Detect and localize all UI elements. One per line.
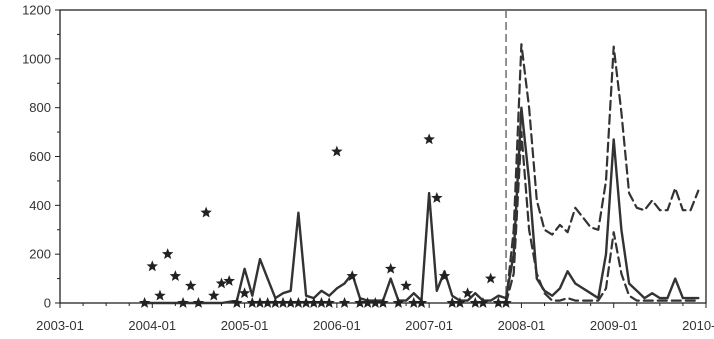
x-tick-label: 2007-01 xyxy=(405,318,453,333)
star-point xyxy=(384,262,397,274)
star-point xyxy=(431,192,443,203)
star-point xyxy=(215,277,228,289)
star-point xyxy=(169,270,182,281)
x-tick-label: 2008-01 xyxy=(498,318,546,333)
y-tick-label: 800 xyxy=(29,100,51,115)
star-point xyxy=(500,297,512,308)
star-point xyxy=(369,297,382,308)
marker-layer xyxy=(138,133,512,308)
star-point xyxy=(192,297,205,308)
star-point xyxy=(346,270,358,281)
star-point xyxy=(146,260,158,272)
star-point xyxy=(415,297,428,308)
star-point xyxy=(254,297,266,308)
star-point xyxy=(246,297,258,308)
star-point xyxy=(392,297,405,308)
y-tick-label: 1000 xyxy=(22,51,51,66)
dashed-series-line-1 xyxy=(504,43,700,305)
star-point xyxy=(300,297,312,308)
star-point xyxy=(238,287,251,299)
star-point xyxy=(285,297,297,308)
y-axis: 0 200 400 600 800 1000 1200 xyxy=(22,3,60,311)
solid-series-line-0 xyxy=(143,106,700,305)
star-point xyxy=(423,133,435,145)
star-point xyxy=(492,297,505,308)
y-tick-label: 600 xyxy=(29,149,51,164)
star-point xyxy=(484,272,497,284)
star-point xyxy=(223,275,235,286)
star-point xyxy=(308,297,320,308)
star-point xyxy=(446,297,458,308)
dashed-series-line-2 xyxy=(504,131,700,305)
star-point xyxy=(315,297,328,308)
star-point xyxy=(292,297,305,308)
y-tick-label: 0 xyxy=(44,296,51,311)
x-tick-label: 2009-01 xyxy=(590,318,638,333)
x-tick-label: 2010-01 xyxy=(682,318,714,333)
star-point xyxy=(261,297,274,308)
star-point xyxy=(323,297,335,308)
y-tick-label: 200 xyxy=(29,247,51,262)
star-point xyxy=(361,297,374,308)
star-point xyxy=(377,297,389,308)
y-tick-label: 1200 xyxy=(22,3,51,18)
star-point xyxy=(331,145,343,157)
y-tick-label: 400 xyxy=(29,198,51,213)
star-point xyxy=(354,297,366,308)
star-point xyxy=(138,297,151,308)
star-point xyxy=(200,206,212,218)
star-point xyxy=(469,297,481,308)
star-point xyxy=(461,287,474,299)
star-point xyxy=(208,289,220,301)
x-tick-label: 2006-01 xyxy=(313,318,361,333)
x-tick-label: 2005-01 xyxy=(221,318,269,333)
star-point xyxy=(408,297,420,308)
series-layer xyxy=(143,43,700,305)
star-point xyxy=(277,297,289,308)
x-axis: 2003-01 2004-01 2005-01 2006-01 2007-01 2008-… xyxy=(36,303,714,333)
star-point xyxy=(231,297,243,308)
star-point xyxy=(154,289,166,301)
star-point xyxy=(185,279,197,291)
x-tick-label: 2003-01 xyxy=(36,318,84,333)
star-point xyxy=(269,297,282,308)
star-point xyxy=(438,270,451,281)
star-point xyxy=(477,297,489,308)
star-point xyxy=(454,297,466,308)
star-point xyxy=(177,297,189,308)
star-point xyxy=(400,279,412,291)
x-tick-label: 2004-01 xyxy=(128,318,176,333)
star-point xyxy=(161,248,174,260)
star-point xyxy=(338,297,351,308)
